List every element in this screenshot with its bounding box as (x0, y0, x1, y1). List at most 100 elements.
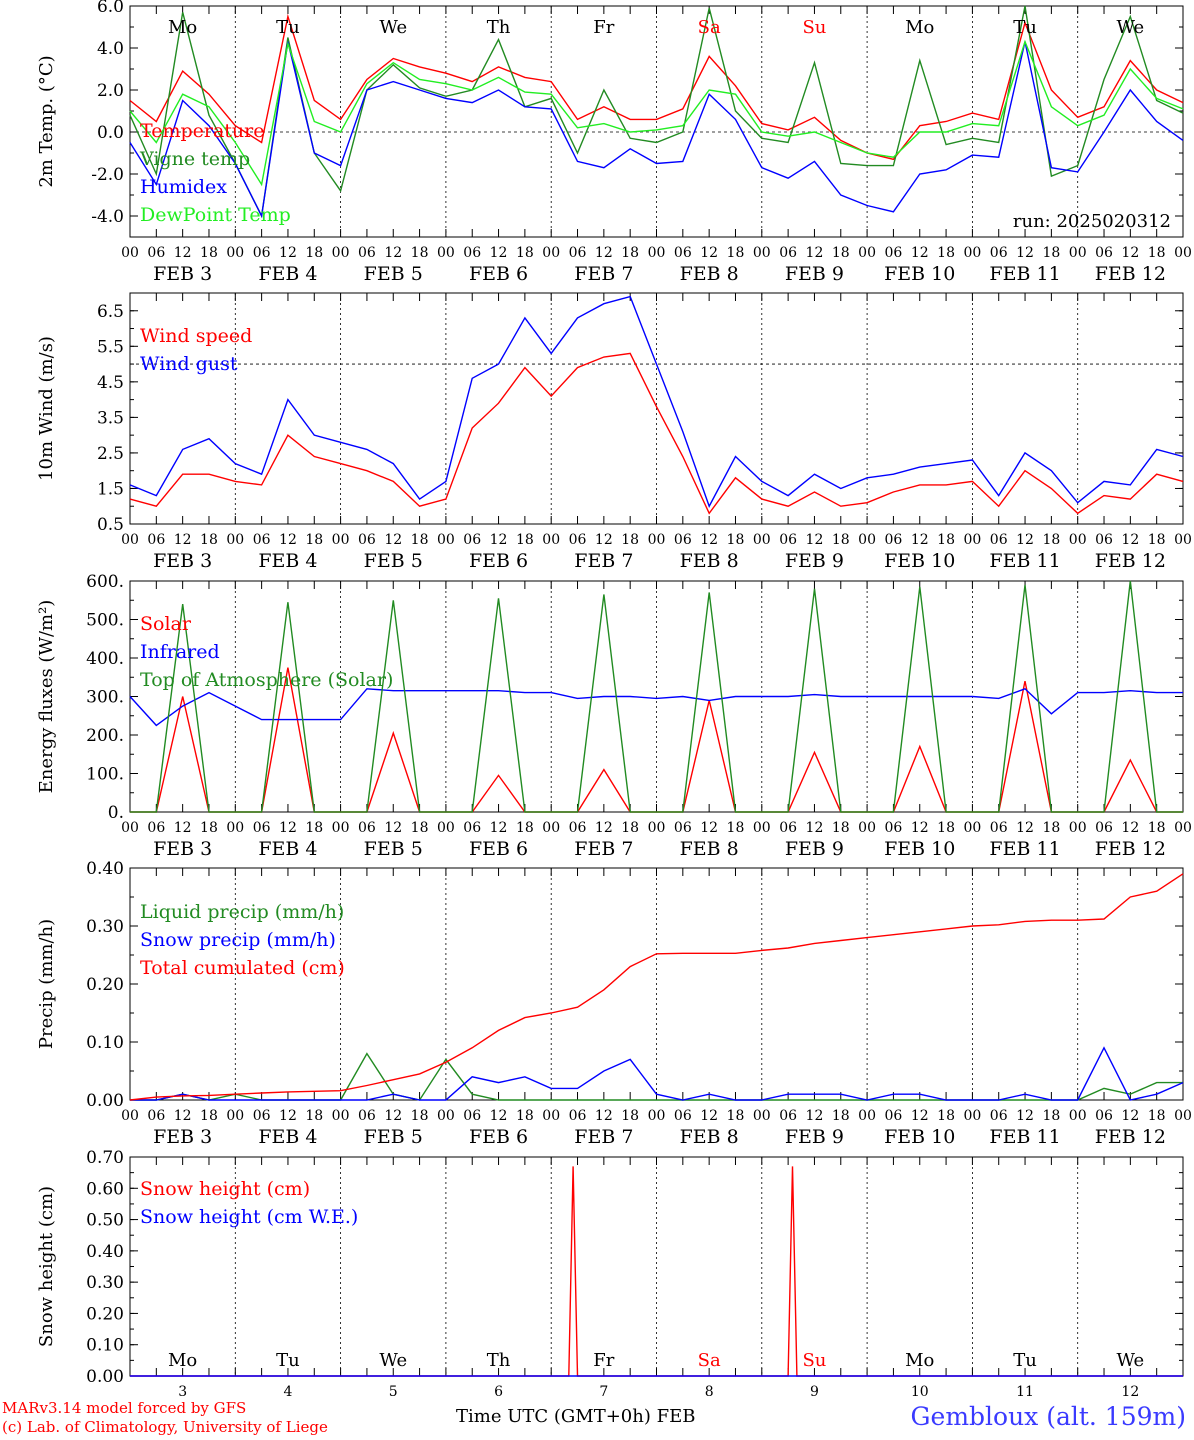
y-tick-label: 6.5 (97, 302, 124, 322)
day-number-label: 5 (389, 1384, 398, 1400)
hour-label: 06 (358, 820, 376, 836)
hour-label: 06 (1095, 245, 1113, 261)
y-tick-label: 5.5 (97, 337, 124, 357)
hour-label: 12 (700, 1108, 718, 1124)
hour-label: 12 (595, 245, 613, 261)
hour-label: 06 (674, 245, 692, 261)
hour-label: 18 (832, 820, 850, 836)
hour-label: 18 (411, 245, 429, 261)
hour-label: 12 (174, 532, 192, 548)
legend-entry: Vigne temp (139, 148, 250, 170)
hour-label: 00 (542, 820, 560, 836)
y-tick-label: 200. (86, 726, 124, 746)
y-tick-label: 0.00 (86, 1091, 124, 1111)
hour-label: 12 (1016, 1108, 1034, 1124)
hour-label: 12 (700, 245, 718, 261)
date-label: FEB 10 (884, 550, 955, 572)
hour-label: 18 (937, 1108, 955, 1124)
hour-label: 12 (1121, 1108, 1139, 1124)
hour-label: 06 (463, 532, 481, 548)
hour-label: 12 (1121, 532, 1139, 548)
day-number-label: 9 (810, 1384, 819, 1400)
date-label: FEB 6 (469, 1126, 528, 1148)
hour-label: 06 (779, 532, 797, 548)
hour-label: 06 (569, 245, 587, 261)
hour-label: 06 (253, 820, 271, 836)
hour-label: 06 (990, 245, 1008, 261)
day-number-label: 11 (1016, 1384, 1034, 1400)
hour-label: 12 (1121, 245, 1139, 261)
hour-label: 12 (806, 532, 824, 548)
y-tick-label: 0.5 (97, 515, 124, 535)
hour-label: 18 (937, 532, 955, 548)
date-label: FEB 12 (1095, 838, 1166, 860)
hour-label: 18 (937, 245, 955, 261)
hour-label: 00 (1174, 1108, 1192, 1124)
date-label: FEB 11 (989, 550, 1060, 572)
hour-label: 00 (121, 245, 139, 261)
date-label: FEB 5 (364, 1126, 423, 1148)
hour-label: 12 (490, 1108, 508, 1124)
date-label: FEB 11 (989, 1126, 1060, 1148)
hour-label: 06 (463, 245, 481, 261)
y-tick-label: 0.50 (86, 1211, 124, 1231)
hour-label: 12 (384, 532, 402, 548)
hour-label: 06 (253, 245, 271, 261)
date-label: FEB 6 (469, 838, 528, 860)
legend-entry: Snow height (cm W.E.) (140, 1206, 358, 1228)
hour-label: 06 (463, 1108, 481, 1124)
hour-label: 06 (569, 532, 587, 548)
station-name: Gembloux (alt. 159m) (910, 1402, 1186, 1431)
hour-label: 00 (963, 532, 981, 548)
hour-label: 12 (1016, 532, 1034, 548)
hour-label: 12 (806, 820, 824, 836)
hour-label: 12 (595, 820, 613, 836)
hour-label: 00 (226, 245, 244, 261)
panel-4: 0.40 0.30 0.20 0.10 0.00 Precip (mm/h) Liquid … (36, 859, 1192, 1148)
hour-label: 00 (648, 532, 666, 548)
hour-label: 12 (279, 245, 297, 261)
hour-label: 18 (305, 820, 323, 836)
hour-label: 12 (806, 1108, 824, 1124)
date-label: FEB 10 (884, 1126, 955, 1148)
series-line-1-1 (129, 13, 1184, 161)
hour-label: 00 (648, 1108, 666, 1124)
hour-label: 18 (1148, 1108, 1166, 1124)
legend-entry: Solar (140, 613, 192, 635)
hour-label: 06 (147, 1108, 165, 1124)
date-label: FEB 3 (153, 1126, 212, 1148)
date-label: FEB 12 (1095, 263, 1166, 285)
hour-label: 06 (463, 820, 481, 836)
hour-label: 12 (595, 532, 613, 548)
hour-label: 18 (1042, 532, 1060, 548)
hour-label: 00 (858, 820, 876, 836)
date-label: FEB 4 (258, 838, 317, 860)
hour-label: 12 (174, 1108, 192, 1124)
legend-entry: Top of Atmosphere (Solar) (140, 669, 393, 691)
hour-label: 00 (753, 245, 771, 261)
y-tick-label: 0.00 (86, 1367, 124, 1387)
hour-label: 00 (437, 532, 455, 548)
y-tick-label: 2.0 (97, 81, 124, 101)
series-line-1-3 (129, 41, 1184, 219)
hour-label: 12 (174, 245, 192, 261)
hour-label: 06 (885, 245, 903, 261)
hour-label: 06 (253, 1108, 271, 1124)
date-label: FEB 3 (153, 263, 212, 285)
day-number-label: 4 (283, 1384, 292, 1400)
hour-label: 06 (569, 820, 587, 836)
hour-label: 00 (226, 1108, 244, 1124)
date-label: FEB 8 (680, 1126, 739, 1148)
hour-label: 06 (885, 1108, 903, 1124)
date-label: FEB 8 (680, 838, 739, 860)
panel-3: 600. 500. 400. 300. 200. 100. 0. Energy fluxes … (36, 572, 1192, 860)
hour-label: 18 (621, 820, 639, 836)
hour-label: 18 (516, 1108, 534, 1124)
series-line-1-4 (129, 39, 1184, 187)
legend-entry: Total cumulated (cm) (140, 957, 345, 979)
hour-label: 00 (332, 820, 350, 836)
y-tick-label: 3.5 (97, 408, 124, 428)
hour-label: 18 (305, 532, 323, 548)
series-line-2-1 (129, 352, 1184, 515)
hour-label: 18 (516, 245, 534, 261)
